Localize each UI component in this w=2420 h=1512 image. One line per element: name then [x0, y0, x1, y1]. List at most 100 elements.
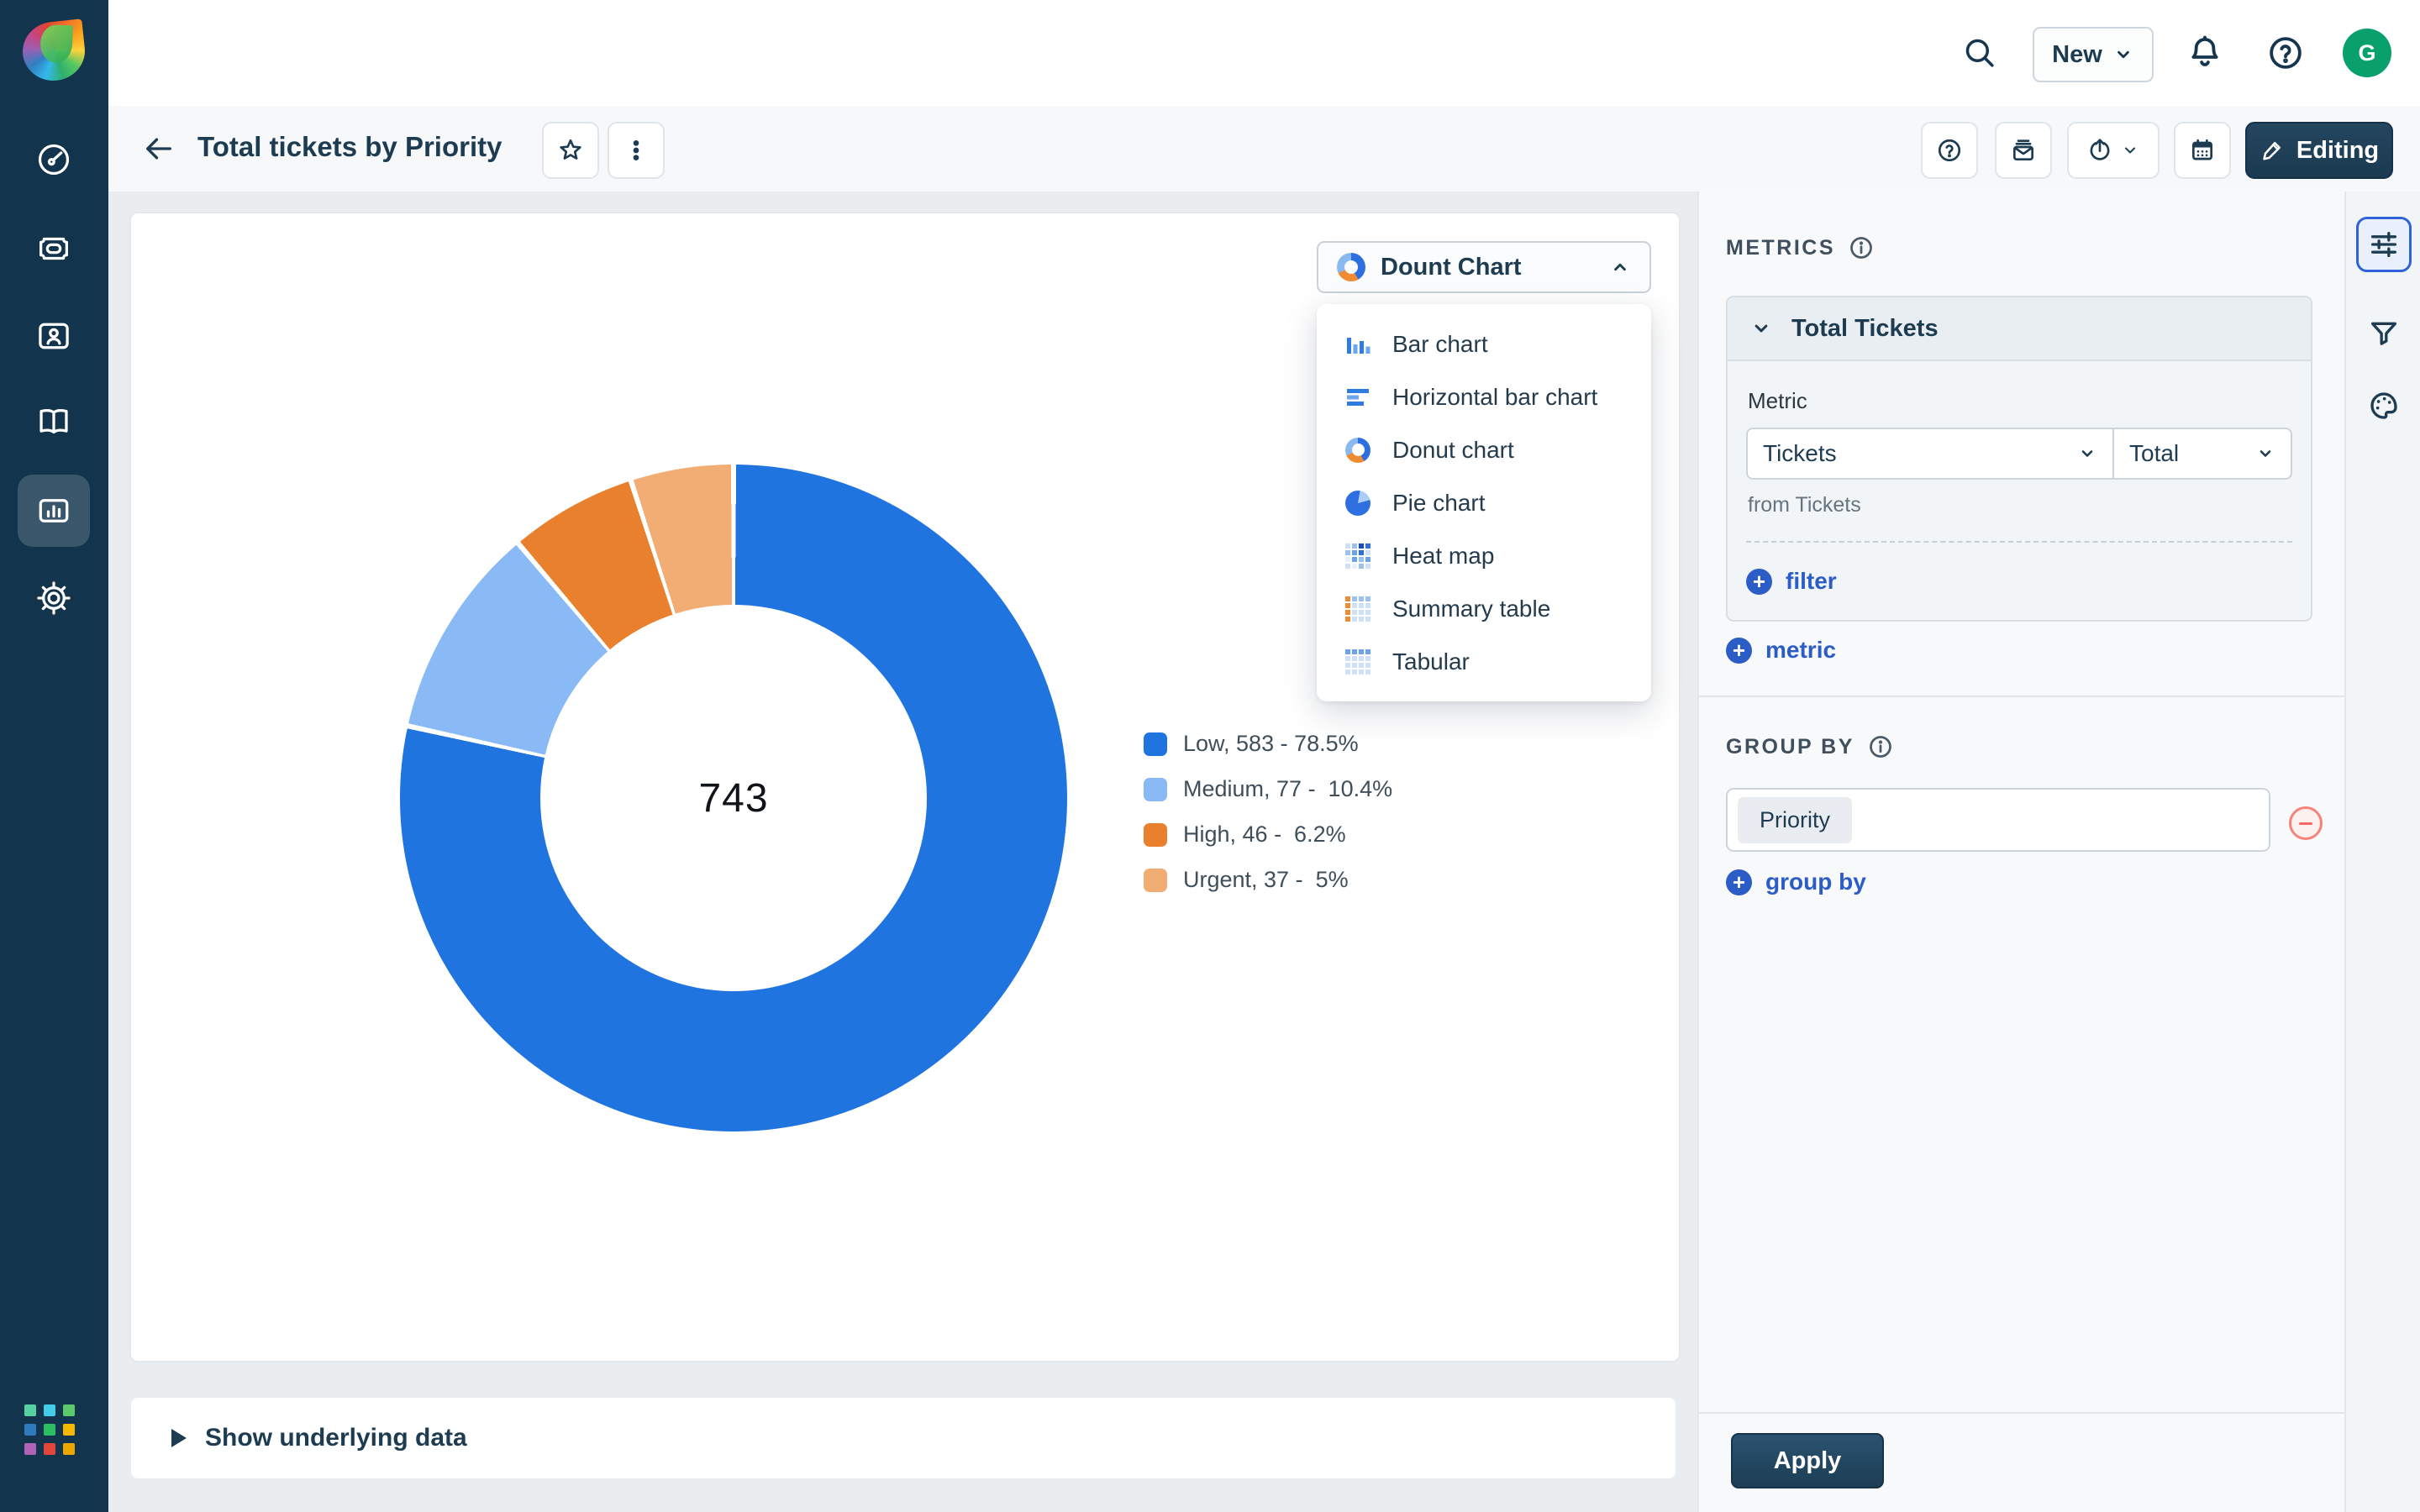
horizontal-bar-chart-icon — [1347, 388, 1369, 406]
palette-icon — [2370, 392, 2397, 419]
editing-mode-button[interactable]: Editing — [2245, 122, 2393, 179]
pie-chart-icon — [1345, 490, 1370, 516]
back-button[interactable] — [132, 122, 186, 176]
metric-select-value: Tickets — [1763, 440, 1837, 466]
editing-button-label: Editing — [2296, 136, 2380, 164]
metrics-section-header: METRICS — [1726, 235, 1874, 260]
metric-source-note: from Tickets — [1748, 493, 1861, 517]
topbar: New G — [108, 0, 2420, 106]
show-underlying-data-bar[interactable]: Show underlying data — [129, 1396, 1677, 1480]
report-canvas: 743 Low, 583 - 78.5% Medium, 77 - 10.4% … — [108, 192, 1697, 1512]
heat-map-icon — [1345, 543, 1370, 569]
add-filter-link[interactable]: + filter — [1746, 568, 2292, 595]
kebab-menu-icon — [633, 140, 639, 160]
menu-item-label: Horizontal bar chart — [1392, 383, 1598, 410]
new-button[interactable]: New — [2033, 27, 2154, 82]
donut-chart-icon — [1345, 437, 1370, 463]
legend-item-high[interactable]: High, 46 - 6.2% — [1144, 822, 1392, 848]
info-icon[interactable] — [1868, 734, 1893, 759]
minus-icon — [2299, 822, 2312, 825]
right-tool-strip — [2344, 192, 2420, 1512]
subscribe-button[interactable] — [1995, 122, 2052, 179]
config-panel: METRICS Total Tickets Metric Tickets — [1697, 192, 2344, 1512]
sidebar-item-tickets[interactable] — [18, 213, 90, 285]
gear-icon — [37, 581, 71, 615]
group-by-field[interactable]: Priority — [1726, 788, 2270, 852]
donut-total-label: 743 — [698, 775, 769, 821]
menu-item-bar-chart[interactable]: Bar chart — [1317, 318, 1651, 370]
menu-item-label: Tabular — [1392, 648, 1470, 675]
menu-item-label: Heat map — [1392, 542, 1495, 569]
donut-chart[interactable] — [400, 465, 1067, 1131]
menu-item-label: Donut chart — [1392, 436, 1514, 463]
add-group-by-link[interactable]: + group by — [1726, 869, 1866, 895]
apply-button-label: Apply — [1773, 1446, 1842, 1474]
date-range-button[interactable] — [2174, 122, 2231, 179]
export-share-button[interactable] — [2067, 122, 2160, 179]
legend-label-high: High, 46 - 6.2% — [1183, 822, 1346, 847]
menu-item-pie-chart[interactable]: Pie chart — [1317, 476, 1651, 529]
report-help-button[interactable] — [1921, 122, 1978, 179]
group-by-tag[interactable]: Priority — [1738, 796, 1853, 843]
new-button-label: New — [2052, 40, 2102, 68]
configure-tool-button[interactable] — [2356, 217, 2412, 272]
summary-table-icon — [1345, 596, 1370, 622]
chevron-down-icon — [2117, 50, 2129, 59]
legend-swatch-high — [1144, 822, 1167, 847]
section-divider — [1699, 696, 2344, 697]
funnel-icon — [2371, 322, 2396, 345]
notifications-bell-icon[interactable] — [2186, 34, 2224, 72]
sidebar-item-knowledge-base[interactable] — [18, 386, 90, 458]
aggregator-select-value: Total — [2129, 440, 2180, 466]
legend-item-urgent[interactable]: Urgent, 37 - 5% — [1144, 867, 1392, 893]
appearance-tool-button[interactable] — [2356, 378, 2412, 433]
add-group-by-label: group by — [1765, 869, 1866, 895]
apply-button[interactable]: Apply — [1731, 1433, 1884, 1488]
plus-icon: + — [1726, 869, 1752, 895]
donut-chart-icon — [1337, 253, 1365, 281]
favorite-button[interactable] — [542, 122, 599, 179]
aggregator-select[interactable]: Total — [2114, 428, 2292, 480]
menu-item-tabular[interactable]: Tabular — [1317, 635, 1651, 688]
chart-type-dropdown-button[interactable]: Dount Chart — [1317, 241, 1651, 293]
legend-swatch-low — [1144, 732, 1167, 756]
menu-item-donut-chart[interactable]: Donut chart — [1317, 423, 1651, 476]
app-switcher-icon[interactable] — [24, 1404, 85, 1465]
plus-icon: + — [1726, 637, 1752, 664]
legend-item-low[interactable]: Low, 583 - 78.5% — [1144, 731, 1392, 757]
menu-item-heat-map[interactable]: Heat map — [1317, 529, 1651, 582]
contact-card-icon — [39, 323, 69, 349]
help-circle-icon — [1938, 139, 1961, 162]
user-avatar[interactable]: G — [2343, 29, 2391, 77]
more-options-button[interactable] — [608, 122, 665, 179]
metric-select-row: Tickets Total — [1746, 428, 2292, 480]
menu-item-label: Bar chart — [1392, 330, 1488, 357]
product-logo[interactable] — [19, 18, 88, 84]
sidebar-item-analytics-active[interactable] — [18, 475, 90, 547]
sidebar — [0, 0, 108, 1512]
expand-triangle-icon — [171, 1429, 187, 1447]
legend-swatch-urgent — [1144, 868, 1167, 892]
sidebar-item-settings[interactable] — [18, 562, 90, 634]
metric-card-header[interactable]: Total Tickets — [1728, 297, 2311, 361]
star-icon — [560, 139, 581, 160]
search-icon[interactable] — [1962, 35, 1997, 71]
legend-item-medium[interactable]: Medium, 77 - 10.4% — [1144, 776, 1392, 802]
chevron-down-icon — [2260, 450, 2271, 457]
remove-group-by-button[interactable] — [2289, 806, 2323, 840]
footer-divider — [1699, 1412, 2344, 1414]
help-icon[interactable] — [2266, 34, 2305, 72]
menu-item-label: Pie chart — [1392, 489, 1486, 516]
metric-select[interactable]: Tickets — [1746, 428, 2114, 480]
chevron-down-icon — [2081, 450, 2093, 457]
dashed-divider — [1746, 541, 2292, 543]
menu-item-horizontal-bar-chart[interactable]: Horizontal bar chart — [1317, 370, 1651, 423]
filters-tool-button[interactable] — [2356, 306, 2412, 361]
menu-item-summary-table[interactable]: Summary table — [1317, 582, 1651, 635]
sidebar-item-contacts[interactable] — [18, 300, 90, 372]
inbox-icon — [2013, 139, 2033, 160]
chevron-down-icon — [1754, 324, 1768, 333]
info-icon[interactable] — [1849, 235, 1874, 260]
add-metric-link[interactable]: + metric — [1726, 637, 1836, 664]
sidebar-item-dashboard[interactable] — [18, 123, 90, 196]
